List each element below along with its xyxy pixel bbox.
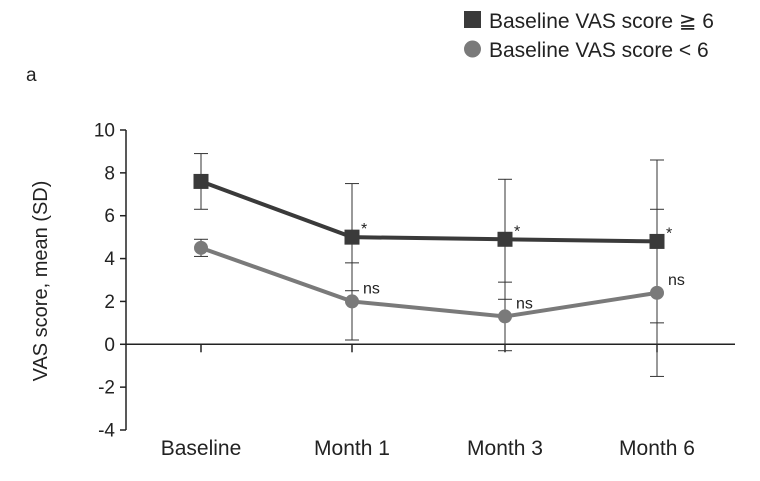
series-lines — [200, 179, 658, 319]
y-tick-label: 2 — [104, 292, 115, 313]
legend-circle-marker-icon — [464, 40, 481, 58]
x-category-label: Baseline — [161, 437, 242, 460]
significance-star: * — [514, 223, 520, 240]
significance-ns: ns — [668, 272, 685, 289]
legend: Baseline VAS score ≧ 6 Baseline VAS scor… — [464, 10, 714, 62]
series-line — [200, 245, 658, 319]
data-point-circle — [345, 294, 359, 309]
significance-star: * — [666, 225, 672, 242]
data-point-square — [497, 231, 513, 247]
x-category-label: Month 1 — [314, 437, 390, 460]
data-point-circle — [194, 240, 208, 255]
y-tick-label: 6 — [104, 206, 115, 227]
legend-label-series-2: Baseline VAS score < 6 — [489, 39, 709, 62]
legend-square-marker-icon — [464, 11, 481, 28]
y-tick-label: 10 — [94, 121, 115, 142]
significance-annotations: * * * ns ns ns — [361, 221, 685, 312]
data-point-square — [193, 173, 209, 189]
data-point-square — [344, 229, 360, 245]
significance-ns: ns — [363, 280, 380, 297]
data-point-circle — [498, 309, 512, 324]
y-tick-label: 4 — [104, 249, 115, 270]
significance-ns: ns — [516, 295, 533, 312]
panel-label: a — [26, 65, 37, 86]
data-markers — [193, 173, 665, 324]
series-line — [200, 179, 658, 244]
x-category-label: Month 6 — [619, 437, 695, 460]
data-point-circle — [650, 285, 664, 300]
y-tick-label: -2 — [98, 378, 115, 399]
x-category-label: Month 3 — [467, 437, 543, 460]
y-tick-label: 0 — [104, 335, 115, 356]
error-bars — [194, 153, 664, 377]
data-point-square — [649, 233, 665, 249]
axes: 10 8 6 4 2 0 -2 -4 Baseline Month 1 Month 3 Month 6 — [94, 121, 735, 460]
legend-label-series-1: Baseline VAS score ≧ 6 — [489, 10, 714, 33]
significance-star: * — [361, 221, 367, 238]
y-tick-label: 8 — [104, 163, 115, 184]
y-tick-label: -4 — [98, 421, 115, 442]
y-axis-title: VAS score, mean (SD) — [30, 181, 52, 382]
